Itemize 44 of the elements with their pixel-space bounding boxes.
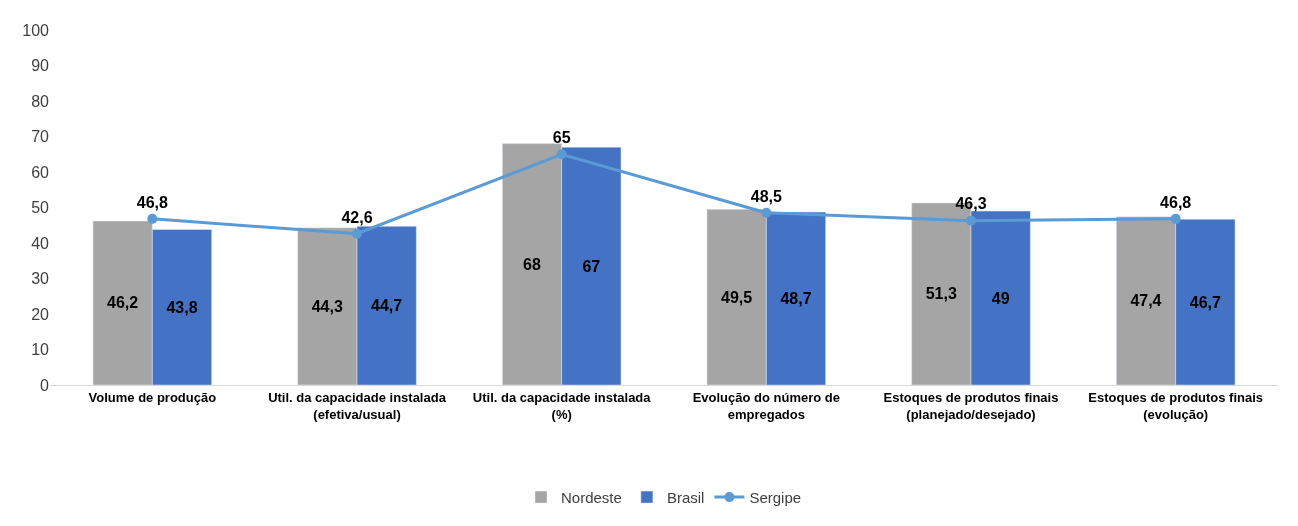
data-label: 67 — [582, 257, 601, 275]
data-label: 51,3 — [925, 285, 957, 303]
data-label: 49 — [991, 289, 1010, 307]
y-tick-label: 10 — [31, 341, 50, 359]
point — [352, 228, 362, 239]
y-tick-label: 100 — [22, 21, 50, 39]
data-label: 48,5 — [750, 187, 782, 205]
data-label: 42,6 — [341, 208, 373, 226]
data-label: 46,7 — [1189, 293, 1221, 311]
data-label: 46,2 — [107, 294, 139, 312]
data-label: 49,5 — [721, 288, 753, 306]
legend-label: Nordeste — [561, 488, 622, 506]
data-label: 47,4 — [1130, 292, 1162, 310]
legend-label: Brasil — [666, 488, 705, 506]
y-tick-label: 90 — [31, 57, 50, 75]
data-label: 46,8 — [136, 193, 168, 211]
y-tick-label: 40 — [31, 234, 50, 252]
point — [966, 215, 976, 226]
x-tick-label: Estoques de produtos finais (planejado/desejado) — [883, 389, 1059, 422]
x-tick-label: Util. da capacidade instalada (efetiva/usual) — [268, 389, 447, 422]
data-label: 68 — [523, 255, 541, 273]
data-label: 48,7 — [780, 290, 812, 308]
point — [556, 149, 567, 160]
y-tick-label: 80 — [31, 92, 50, 110]
data-label: 43,8 — [166, 298, 198, 316]
point — [761, 207, 772, 218]
y-tick-label: 70 — [31, 128, 50, 146]
point — [1170, 213, 1181, 224]
y-tick-label: 60 — [31, 163, 50, 181]
data-label: 65 — [552, 129, 571, 146]
data-label: 46,3 — [955, 195, 987, 213]
y-tick-label: 50 — [31, 199, 50, 217]
data-label: 44,7 — [371, 297, 403, 315]
y-tick-label: 30 — [31, 270, 50, 288]
data-label: 46,8 — [1160, 193, 1192, 211]
y-tick-label: 20 — [31, 305, 50, 323]
x-tick-label: Evolução do número de empregados — [692, 389, 841, 422]
data-label: 44,3 — [311, 297, 343, 315]
x-tick-label: Volume de produção — [88, 389, 217, 405]
x-tick-label: Estoques de produtos finais (evolução) — [1088, 389, 1264, 422]
point — [147, 213, 158, 224]
x-tick-label: Util. da capacidade instalada (%) — [472, 389, 652, 422]
y-tick-label: 0 — [40, 376, 50, 394]
legend-label: Sergipe — [749, 488, 802, 506]
